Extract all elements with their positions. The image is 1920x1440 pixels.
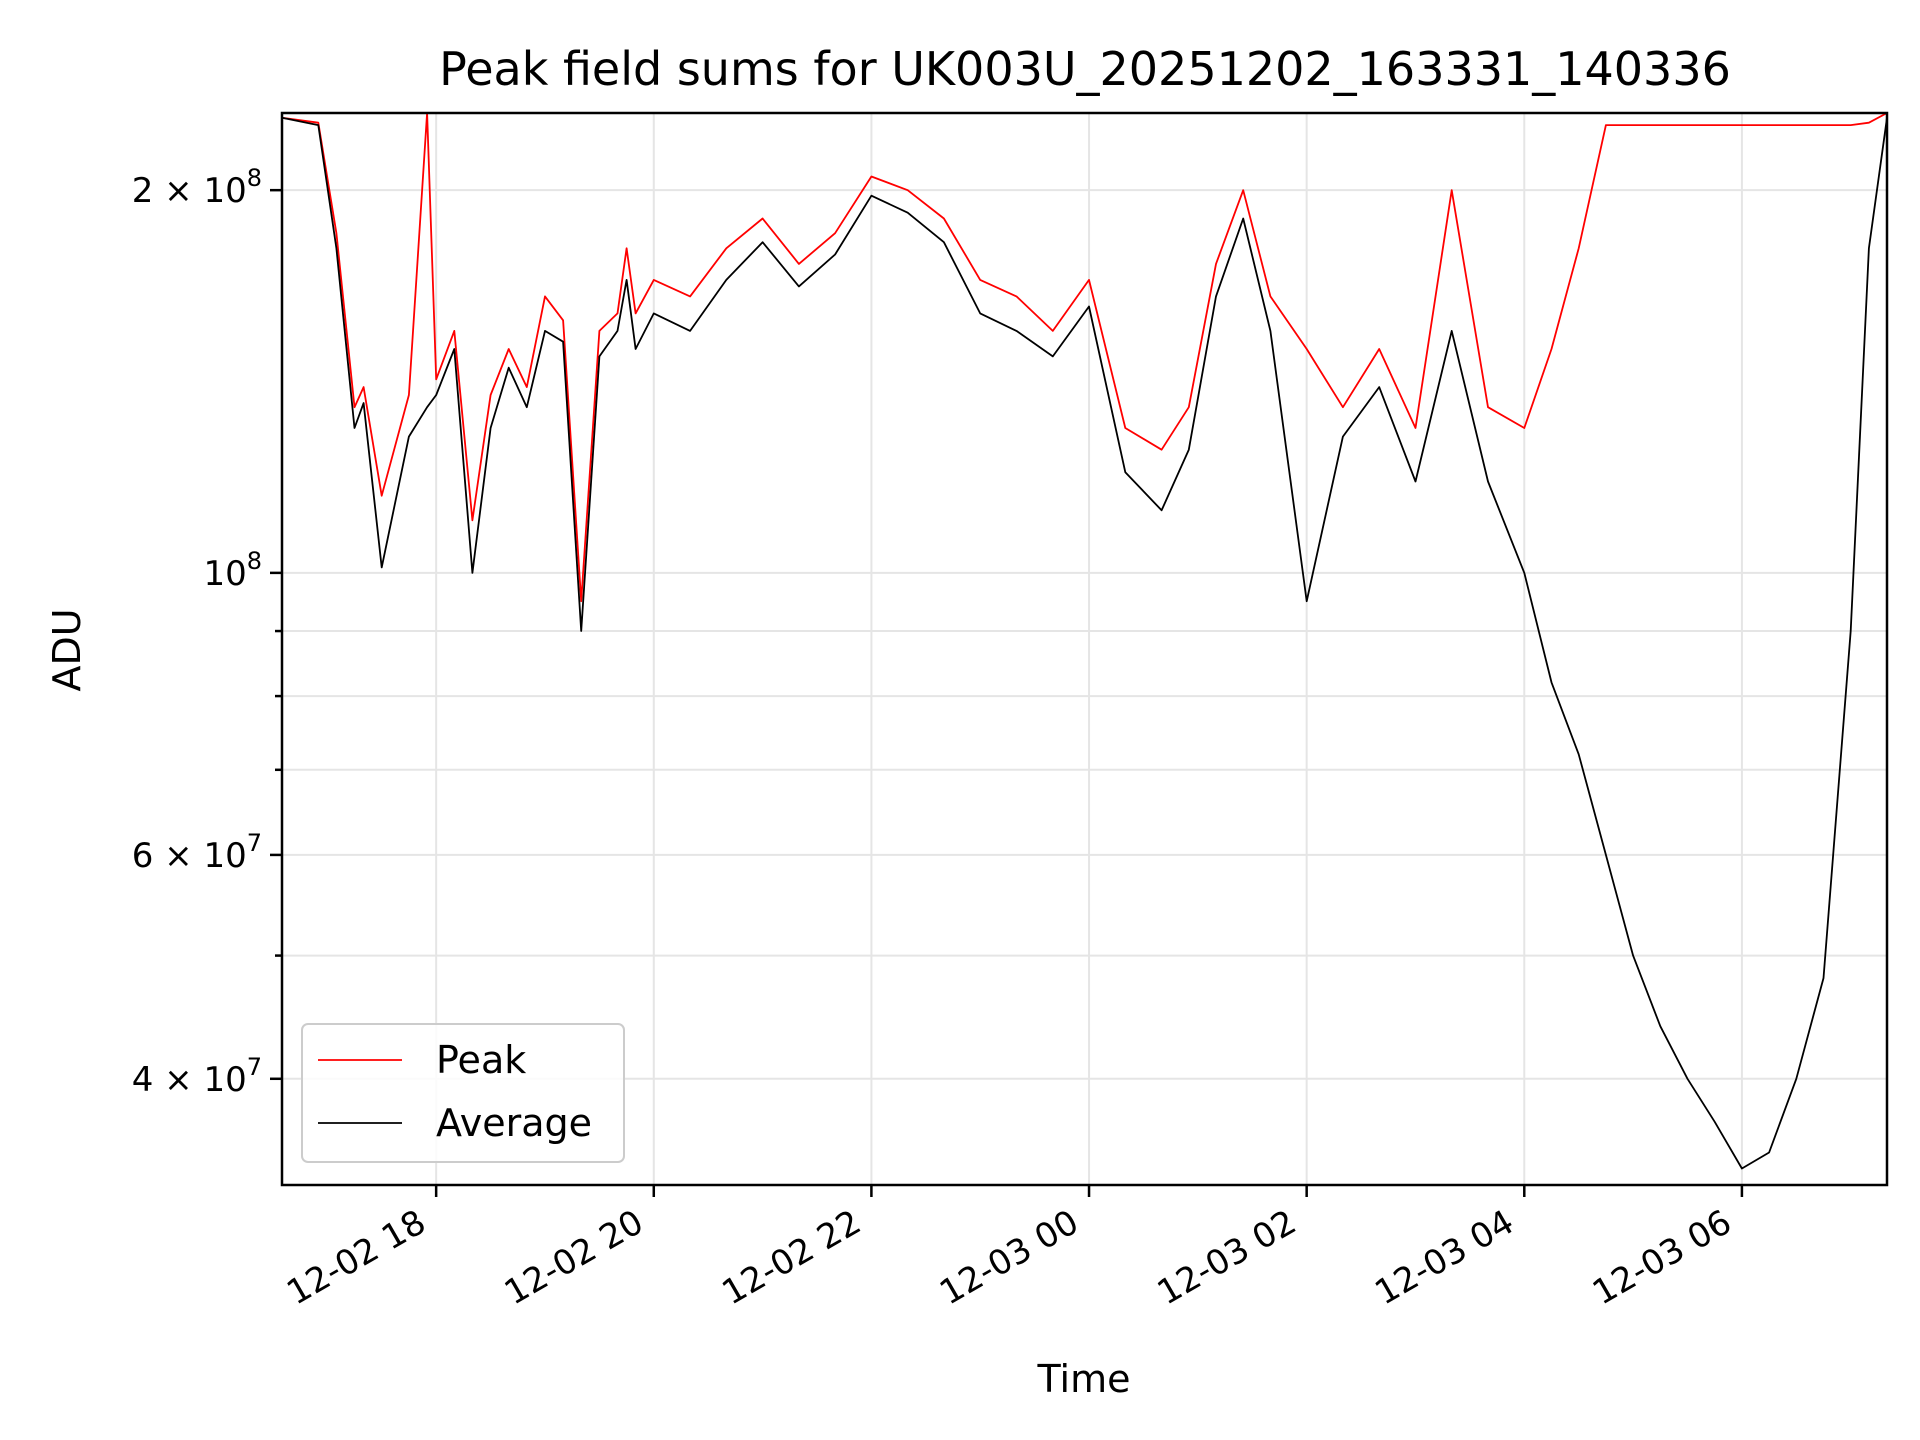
y-tick-exponent: 7 [247, 1053, 262, 1081]
y-tick-label: 4 × 107 [132, 1053, 262, 1100]
y-tick-label: 6 × 107 [132, 829, 262, 876]
y-tick-base: 10 [203, 554, 246, 594]
grid [282, 113, 1887, 1185]
y-tick-base: 4 × 10 [132, 1060, 247, 1100]
series-line-average [281, 116, 1888, 1170]
y-tick-exponent: 7 [247, 829, 262, 857]
chart-title: Peak field sums for UK003U_20251202_1633… [439, 42, 1731, 96]
legend-label-average: Average [436, 1101, 592, 1145]
y-tick-base: 2 × 10 [132, 171, 247, 211]
series-layer [281, 112, 1888, 1170]
y-axis-label: ADU [45, 608, 89, 691]
plot-frame [280, 111, 1889, 1187]
y-tick-exponent: 8 [247, 164, 262, 192]
legend-label-peak: Peak [436, 1038, 526, 1082]
y-tick-exponent: 8 [247, 547, 262, 575]
legend-box [301, 1023, 625, 1163]
series-line-peak [281, 112, 1888, 603]
y-tick-label: 108 [203, 547, 262, 594]
x-axis-label: Time [1037, 1357, 1131, 1401]
y-tick-label: 2 × 108 [132, 164, 262, 211]
legend: Peak Average [301, 1023, 625, 1163]
y-tick-base: 6 × 10 [132, 836, 247, 876]
